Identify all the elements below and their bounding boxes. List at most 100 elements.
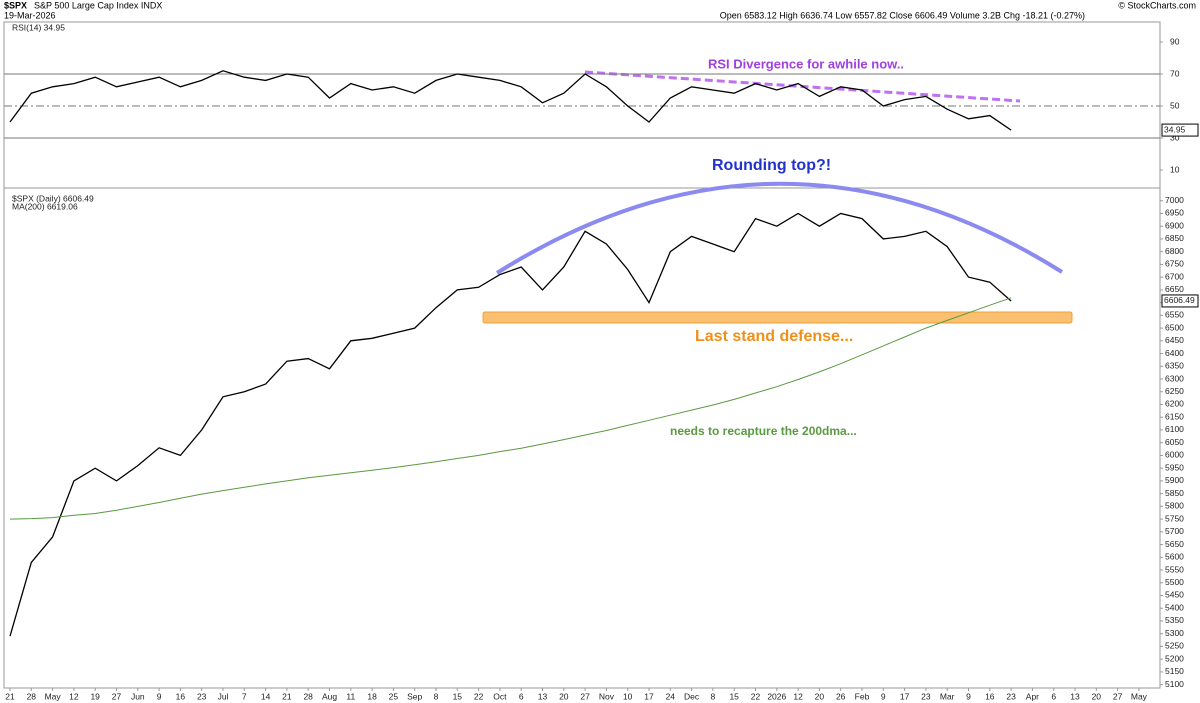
x-tick-label: 22: [474, 691, 484, 701]
x-tick-label: Jul: [218, 691, 229, 701]
y-tick-label: 6500: [1165, 322, 1184, 332]
x-tick-label: 13: [1070, 691, 1080, 701]
y-tick-label: 5800: [1165, 501, 1184, 511]
x-tick-label: May: [45, 691, 62, 701]
legend-entry: RSI(14) 34.95: [12, 22, 65, 32]
legend-entry: MA(200) 6619.06: [12, 201, 78, 211]
x-tick-label: 27: [580, 691, 590, 701]
y-tick-label: 5350: [1165, 615, 1184, 625]
y-tick-label: 6550: [1165, 310, 1184, 320]
x-tick-label: 26: [836, 691, 846, 701]
y-tick-label: 5950: [1165, 462, 1184, 472]
y-tick-label: 5200: [1165, 653, 1184, 663]
y-tick-label: 6650: [1165, 284, 1184, 294]
x-tick-label: 15: [453, 691, 463, 701]
y2-tick-label: 50: [1170, 100, 1180, 110]
chart-title: $SPX: [4, 0, 27, 10]
y-tick-label: 6000: [1165, 450, 1184, 460]
y-tick-label: 5500: [1165, 577, 1184, 587]
y-tick-label: 6900: [1165, 220, 1184, 230]
annotation: RSI Divergence for awhile now..: [708, 56, 904, 71]
y-tick-label: 6100: [1165, 424, 1184, 434]
x-tick-label: Apr: [1026, 691, 1039, 701]
chart-subtitle: S&P 500 Large Cap Index INDX: [34, 0, 162, 10]
x-tick-label: 14: [261, 691, 271, 701]
y-tick-label: 6250: [1165, 386, 1184, 396]
y-tick-label: 5750: [1165, 513, 1184, 523]
y-tick-label: 6300: [1165, 373, 1184, 383]
x-tick-label: 12: [793, 691, 803, 701]
y-tick-label: 6800: [1165, 246, 1184, 256]
quote: Open 6583.12 High 6636.74 Low 6557.82 Cl…: [720, 10, 1085, 20]
y-tick-label: 5600: [1165, 552, 1184, 562]
x-tick-label: 17: [644, 691, 654, 701]
x-tick-label: 9: [881, 691, 886, 701]
x-tick-label: 20: [559, 691, 569, 701]
credit: © StockCharts.com: [1118, 0, 1196, 10]
series-line: [9, 297, 1012, 520]
x-tick-label: 23: [197, 691, 207, 701]
annotation: Rounding top?!: [712, 157, 831, 174]
y-tick-label: 6200: [1165, 399, 1184, 409]
y2-tick-label: 10: [1170, 164, 1180, 174]
rounding-arc: [495, 181, 1064, 275]
y-tick-label: 6950: [1165, 208, 1184, 218]
x-tick-label: 25: [389, 691, 399, 701]
value-flag-label: 6606.49: [1164, 295, 1195, 305]
x-tick-label: 9: [966, 691, 971, 701]
y-tick-label: 6450: [1165, 335, 1184, 345]
series-line: [9, 70, 1012, 131]
value-flag: [1161, 294, 1199, 308]
x-tick-label: 13: [538, 691, 548, 701]
x-tick-label: Oct: [493, 691, 507, 701]
x-tick-label: 9: [157, 691, 162, 701]
y-tick-label: 6150: [1165, 411, 1184, 421]
x-tick-label: 19: [90, 691, 100, 701]
x-tick-label: 20: [815, 691, 825, 701]
y2-tick-label: 70: [1170, 68, 1180, 78]
x-tick-label: 11: [346, 691, 355, 701]
x-tick-label: 17: [900, 691, 910, 701]
y2-tick-label: 90: [1170, 36, 1180, 46]
y-tick-label: 6350: [1165, 361, 1184, 371]
x-tick-label: 16: [985, 691, 995, 701]
y-tick-label: 5550: [1165, 564, 1184, 574]
x-tick-label: 7: [242, 691, 247, 701]
x-tick-label: 21: [282, 691, 292, 701]
x-tick-label: 23: [1006, 691, 1016, 701]
x-tick-label: 23: [921, 691, 931, 701]
plot-frame: [3, 21, 1161, 689]
y-tick-label: 5150: [1165, 666, 1184, 676]
y-tick-label: 6700: [1165, 271, 1184, 281]
y-tick-label: 7000: [1165, 195, 1184, 205]
y-tick-label: 5100: [1165, 679, 1184, 689]
x-tick-label: Sep: [407, 691, 422, 701]
x-tick-label: 8: [711, 691, 716, 701]
value-flag: [1161, 123, 1199, 137]
x-tick-label: 10: [623, 691, 633, 701]
x-tick-label: 27: [1113, 691, 1123, 701]
legend-entry: $SPX (Daily) 6606.49: [12, 193, 94, 203]
x-tick-label: 15: [729, 691, 739, 701]
annotation: needs to recapture the 200dma...: [670, 424, 857, 438]
y-tick-label: 5400: [1165, 602, 1184, 612]
x-tick-label: 24: [666, 691, 676, 701]
x-tick-label: 28: [27, 691, 37, 701]
value-flag-label: 34.95: [1164, 124, 1186, 134]
y2-tick-label: 30: [1170, 132, 1180, 142]
annotations: RSI Divergence for awhile now.. Rounding…: [482, 56, 1073, 438]
x-tick-label: Aug: [322, 691, 337, 701]
y-tick-label: 5850: [1165, 488, 1184, 498]
x-tick-label: Jun: [131, 691, 145, 701]
y-tick-label: 5900: [1165, 475, 1184, 485]
y-tick-label: 5650: [1165, 539, 1184, 549]
x-tick-label: 28: [303, 691, 313, 701]
support-band: [482, 311, 1073, 324]
x-tick-label: Dec: [684, 691, 700, 701]
y-tick-label: 6400: [1165, 348, 1184, 358]
x-tick-label: 8: [434, 691, 439, 701]
x-tick-label: 18: [367, 691, 377, 701]
x-tick-label: 22: [751, 691, 761, 701]
